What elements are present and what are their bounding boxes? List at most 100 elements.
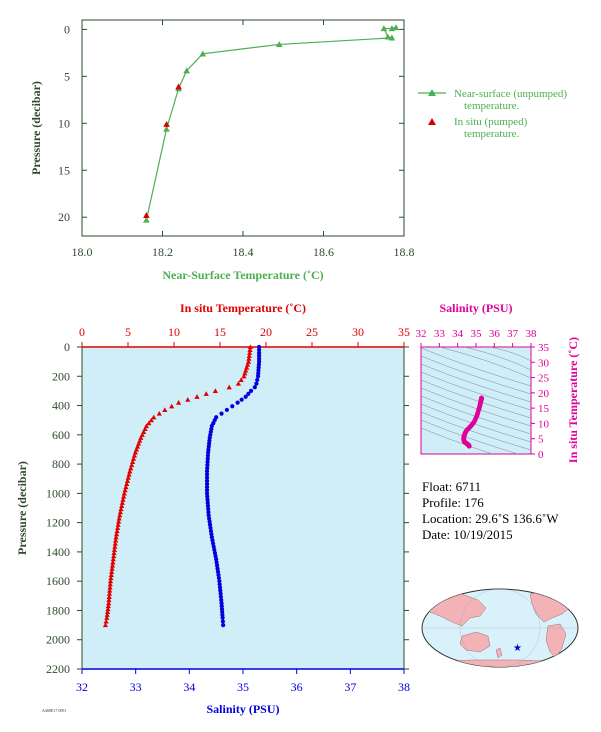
- salinity-point: [216, 575, 222, 581]
- profile-ticks: 0 5 10 15 20 25 30 35 32 33 34 35 36 37 38 0 200 400 600 80…: [46, 325, 410, 694]
- pressure-tick-label: 200: [52, 369, 70, 383]
- salinity-point: [221, 622, 226, 628]
- temperature-point: [123, 484, 129, 490]
- near-surface-point: [143, 216, 150, 223]
- salinity-point: [213, 553, 218, 559]
- world-map: ★: [421, 588, 579, 668]
- temperature-point: [111, 553, 117, 559]
- near-surface-point: [275, 41, 283, 48]
- float-location: Location: 29.6˚S 136.6˚W: [422, 511, 559, 526]
- temperature-point: [105, 603, 111, 609]
- map-antarctica: [422, 659, 578, 667]
- salinity-point: [230, 404, 235, 409]
- temp-tick-label: 10: [168, 325, 180, 339]
- near-surface-point: [388, 25, 396, 32]
- temperature-point: [109, 566, 115, 571]
- ts-x-tick-label: 37: [507, 328, 519, 340]
- salinity-point: [248, 388, 254, 394]
- profile-top-axis-label: In situ Temperature (˚C): [180, 301, 306, 315]
- temperature-point: [243, 367, 249, 373]
- legend-red-marker: [428, 118, 436, 125]
- temperature-point: [238, 377, 244, 383]
- temperature-point: [242, 370, 248, 376]
- salinity-point: [206, 450, 211, 455]
- salinity-point: [212, 547, 217, 552]
- salinity-point: [204, 488, 210, 493]
- temperature-point: [241, 373, 247, 379]
- temperature-point: [106, 600, 112, 606]
- ts-x-axis-label: Salinity (PSU): [439, 301, 512, 315]
- top-x-tick-label: 18.6: [313, 245, 334, 259]
- temperature-point: [156, 410, 162, 416]
- top-y-axis-label: Pressure (decibar): [29, 81, 43, 175]
- temperature-point: [151, 414, 157, 420]
- temperature-point: [107, 581, 113, 587]
- legend-green-marker: [428, 89, 436, 96]
- salinity-point: [207, 519, 212, 524]
- profile-chart: 0 5 10 15 20 25 30 35 32 33 34 35 36 37 38 0 200 400 600 80…: [15, 301, 410, 716]
- ts-y-tick-label: 35: [538, 342, 550, 354]
- pressure-tick-label: 800: [52, 457, 70, 471]
- salinity-point: [207, 516, 212, 521]
- pressure-tick-label: 2200: [46, 662, 70, 676]
- near-surface-point: [163, 125, 170, 132]
- temperature-point: [114, 528, 120, 534]
- in-situ-point: [175, 83, 182, 90]
- pressure-tick-label: 400: [52, 399, 70, 413]
- temp-tick-label: 15: [214, 325, 226, 339]
- salinity-tick-label: 33: [130, 680, 142, 694]
- temperature-point: [119, 500, 125, 505]
- salinity-point: [215, 566, 220, 571]
- map-australia: [459, 631, 491, 653]
- temperature-point: [107, 587, 113, 593]
- temperature-point: [246, 356, 252, 361]
- top-x-tick-label: 18.8: [394, 245, 415, 259]
- salinity-point: [257, 353, 262, 358]
- salinity-point: [211, 541, 216, 546]
- temp-tick-label: 25: [306, 325, 318, 339]
- ts-x-tick-label: 34: [452, 328, 464, 340]
- temperature-point: [106, 594, 112, 599]
- top-y-tick-label: 20: [58, 210, 70, 224]
- temperature-point: [115, 522, 121, 527]
- salinity-point: [257, 347, 262, 353]
- ts-y-tick-label: 0: [538, 449, 544, 461]
- legend-green-label: Near-surface (unpumped) temperature.: [454, 88, 570, 112]
- ts-x-tick-label: 36: [489, 328, 501, 340]
- salinity-point: [255, 374, 261, 379]
- temperature-point: [125, 475, 131, 480]
- salinity-point: [214, 563, 220, 568]
- temp-tick-label: 35: [398, 325, 410, 339]
- ts-x-tick-label: 33: [434, 328, 446, 340]
- pressure-tick-label: 0: [64, 340, 70, 354]
- temperature-point: [109, 562, 116, 568]
- temperature-point: [113, 534, 119, 540]
- temperature-point: [112, 540, 118, 546]
- temperature-point: [121, 490, 127, 496]
- temperature-point: [162, 407, 168, 413]
- temperature-point: [119, 503, 125, 508]
- salinity-point: [204, 478, 210, 483]
- temperature-point: [111, 550, 117, 556]
- salinity-point: [205, 500, 210, 505]
- ts-diagram: 32 33 34 35 36 37 38 0 5 10 15 20 25 30 35 Salinity (P…: [416, 301, 581, 463]
- temp-tick-label: 30: [352, 325, 364, 339]
- temperature-point: [235, 380, 241, 386]
- temperature-point: [116, 518, 122, 524]
- top-plot-frame: [81, 19, 405, 237]
- temperature-point: [111, 547, 118, 552]
- map-new-zealand: [495, 647, 503, 659]
- top-y-tick-label: 0: [64, 22, 70, 36]
- salinity-point: [209, 535, 214, 540]
- top-chart-ticks: 18.0 18.2 18.4 18.6 18.8 0 5 10 15 20: [58, 20, 415, 259]
- temp-tick-label: 0: [79, 325, 85, 339]
- top-x-tick-label: 18.0: [72, 245, 93, 259]
- ts-x-tick-label: 32: [416, 328, 427, 340]
- ts-y-tick-label: 30: [538, 357, 550, 369]
- temperature-point: [104, 609, 111, 614]
- salinity-tick-label: 35: [237, 680, 249, 694]
- salinity-point: [218, 591, 223, 596]
- temp-tick-label: 5: [125, 325, 131, 339]
- salinity-point: [243, 394, 248, 399]
- temperature-point: [108, 575, 114, 581]
